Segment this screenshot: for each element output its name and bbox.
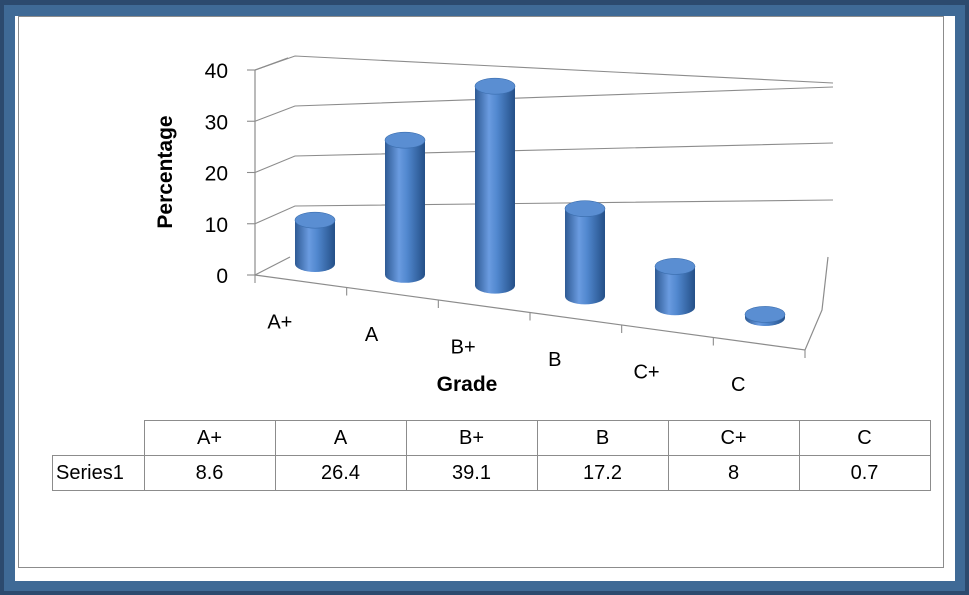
bars: [294, 77, 786, 326]
gridline: [254, 199, 834, 225]
bar-top: [384, 131, 426, 149]
x-tick-label: C+: [633, 361, 659, 383]
data-table-category: B+: [405, 420, 538, 456]
bar-top: [294, 211, 336, 229]
gridline: [254, 142, 834, 174]
data-table-corner: [52, 420, 145, 456]
chart-walls: [254, 57, 829, 351]
floor-left-edge: [254, 256, 291, 276]
x-tick-label: C: [731, 374, 745, 396]
data-table-header-row: A+ A B+ B C+ C: [52, 420, 931, 456]
bar-top: [564, 200, 606, 217]
y-axis-title: Percentage: [154, 115, 177, 228]
x-axis-ticks: A+ A B+ B C+ C: [254, 275, 806, 396]
chart-area-border: [18, 16, 944, 568]
x-tick-label: A: [365, 324, 379, 346]
data-table: A+ A B+ B C+ C Series1 8.6 26.4 39.1 17.2 8 0.7: [52, 420, 931, 491]
bar-body: [295, 220, 335, 272]
data-table-value: 26.4: [274, 455, 407, 491]
floor-edge: [254, 256, 829, 351]
bar-body: [655, 266, 695, 316]
x-axis-title: Grade: [437, 373, 498, 396]
gridline: [254, 55, 834, 84]
bar-top: [474, 77, 516, 95]
y-axis-ticks: 0 10 20 30 40: [205, 60, 255, 288]
data-table-category: C+: [667, 420, 800, 456]
data-table-category: C: [798, 420, 931, 456]
bar: [294, 211, 336, 272]
bar-body: [565, 208, 605, 305]
y-tick-label: 10: [205, 214, 228, 237]
data-table-row: Series1 8.6 26.4 39.1 17.2 8 0.7: [52, 455, 931, 491]
bar-top: [744, 306, 786, 323]
data-table-value: 8.6: [143, 455, 276, 491]
x-tick-label: B: [548, 349, 561, 371]
left-wall-edge: [254, 57, 289, 275]
data-table-category: A+: [143, 420, 276, 456]
x-tick-label: A+: [267, 311, 292, 333]
data-table-value: 39.1: [405, 455, 538, 491]
gridline: [254, 86, 834, 122]
bar: [744, 306, 786, 326]
data-table-series-name: Series1: [52, 455, 145, 491]
bar-top: [654, 258, 696, 275]
data-table-category: A: [274, 420, 407, 456]
x-tick-label: B+: [451, 336, 476, 358]
gridlines: [254, 55, 834, 225]
bar: [564, 200, 606, 305]
y-tick-label: 40: [205, 60, 228, 83]
y-tick-label: 30: [205, 111, 228, 134]
data-table-value: 8: [667, 455, 800, 491]
y-tick-label: 0: [216, 265, 228, 288]
data-table-value: 17.2: [536, 455, 669, 491]
bar-body: [475, 86, 515, 294]
bar: [654, 258, 696, 316]
data-table-value: 0.7: [798, 455, 931, 491]
bar: [384, 131, 426, 283]
bar-body: [385, 140, 425, 283]
data-table-category: B: [536, 420, 669, 456]
y-tick-label: 20: [205, 163, 228, 186]
bar: [474, 77, 516, 294]
